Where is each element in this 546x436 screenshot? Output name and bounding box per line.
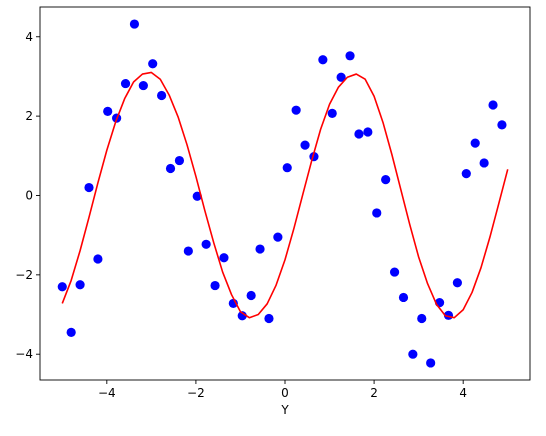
scatter-point [327, 108, 337, 118]
scatter-point [103, 106, 113, 116]
scatter-point [246, 290, 256, 301]
x-tick-label: −2 [187, 386, 205, 400]
scatter-point [120, 78, 131, 89]
scatter-point [470, 138, 480, 148]
scatter-point [148, 59, 158, 69]
scatter-point [138, 80, 148, 91]
x-tick-label: −4 [98, 386, 116, 400]
scatter-point [192, 191, 202, 201]
scatter-point [201, 239, 211, 249]
scatter-point [57, 282, 67, 292]
scatter-point [165, 163, 176, 174]
scatter-point [363, 127, 373, 137]
scatter-point [93, 254, 103, 264]
scatter-point [318, 55, 328, 65]
scatter-point [264, 313, 274, 324]
scatter-point [345, 51, 355, 61]
scatter-point [291, 105, 301, 115]
scatter-point [426, 358, 436, 368]
scatter-point [255, 244, 265, 254]
x-axis-label: Y [280, 403, 289, 417]
axes: −4 −2 0 2 4 −4 −2 0 2 4 [15, 6, 531, 400]
y-tick-label: −4 [15, 347, 33, 361]
fit-line [61, 71, 509, 319]
y-tick-label: 2 [25, 109, 33, 123]
axes-frame [39, 6, 531, 381]
scatter-point [174, 155, 185, 166]
scatter-point [381, 175, 391, 185]
scatter-point [488, 100, 498, 110]
scatter-point [398, 292, 409, 303]
scatter-point [84, 182, 94, 193]
y-tick-label: −2 [15, 268, 33, 282]
scatter-point [479, 158, 489, 168]
scatter-point [354, 129, 364, 139]
scatter-point [157, 90, 167, 101]
scatter-point [273, 232, 283, 242]
scatter-point [75, 280, 85, 290]
scatter-point [461, 169, 471, 179]
x-tick-label: 4 [459, 386, 467, 400]
plot-marks [57, 19, 509, 368]
scatter-point [336, 72, 346, 82]
scatter-point [417, 313, 427, 324]
x-tick-label: 0 [281, 386, 289, 400]
scatter-point [408, 349, 418, 359]
scatter-point [210, 280, 220, 291]
scatter-point [497, 120, 507, 130]
scatter-point [66, 327, 76, 337]
y-tick-label: 0 [25, 188, 33, 202]
scatter-point [219, 253, 229, 263]
plot-area [57, 19, 509, 368]
scatter-point [452, 278, 462, 288]
scatter-point [389, 267, 400, 277]
x-tick-label: 2 [370, 386, 378, 400]
y-tick-label: 4 [25, 30, 33, 44]
scatter-point [300, 140, 310, 150]
scatter-point [183, 246, 193, 256]
scatter-point [282, 163, 292, 173]
scatter-point [237, 311, 247, 321]
scatter-point [129, 19, 140, 29]
scatter-point [372, 208, 382, 218]
